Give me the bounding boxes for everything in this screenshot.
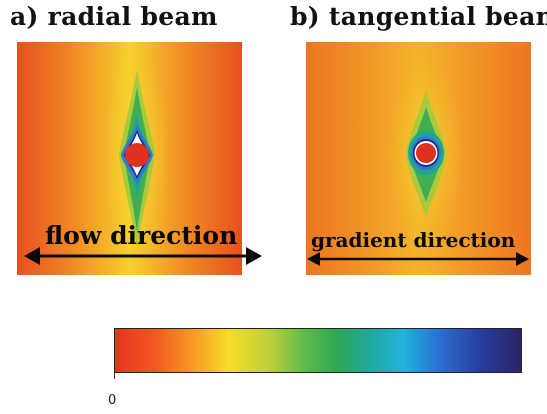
panel-b-title: b) tangential beam <box>290 2 547 31</box>
radial-beam-pattern: flow direction <box>17 42 242 275</box>
tangential-scattering-image <box>306 42 531 275</box>
flow-direction-label: flow direction <box>45 221 238 250</box>
panel-a-title: a) radial beam <box>10 2 218 31</box>
radial-scattering-image <box>17 42 242 275</box>
colorbar-zero-tick <box>114 371 115 379</box>
double-arrow-icon <box>24 247 262 265</box>
intensity-colorbar <box>114 328 522 373</box>
tangential-beam-pattern: gradient direction <box>306 42 531 275</box>
colorbar-min-label: 0 <box>108 393 117 408</box>
double-arrow-icon <box>307 252 529 266</box>
gradient-direction-label: gradient direction <box>311 228 516 252</box>
beamstop-icon <box>125 143 149 167</box>
beamstop-icon <box>416 143 436 163</box>
